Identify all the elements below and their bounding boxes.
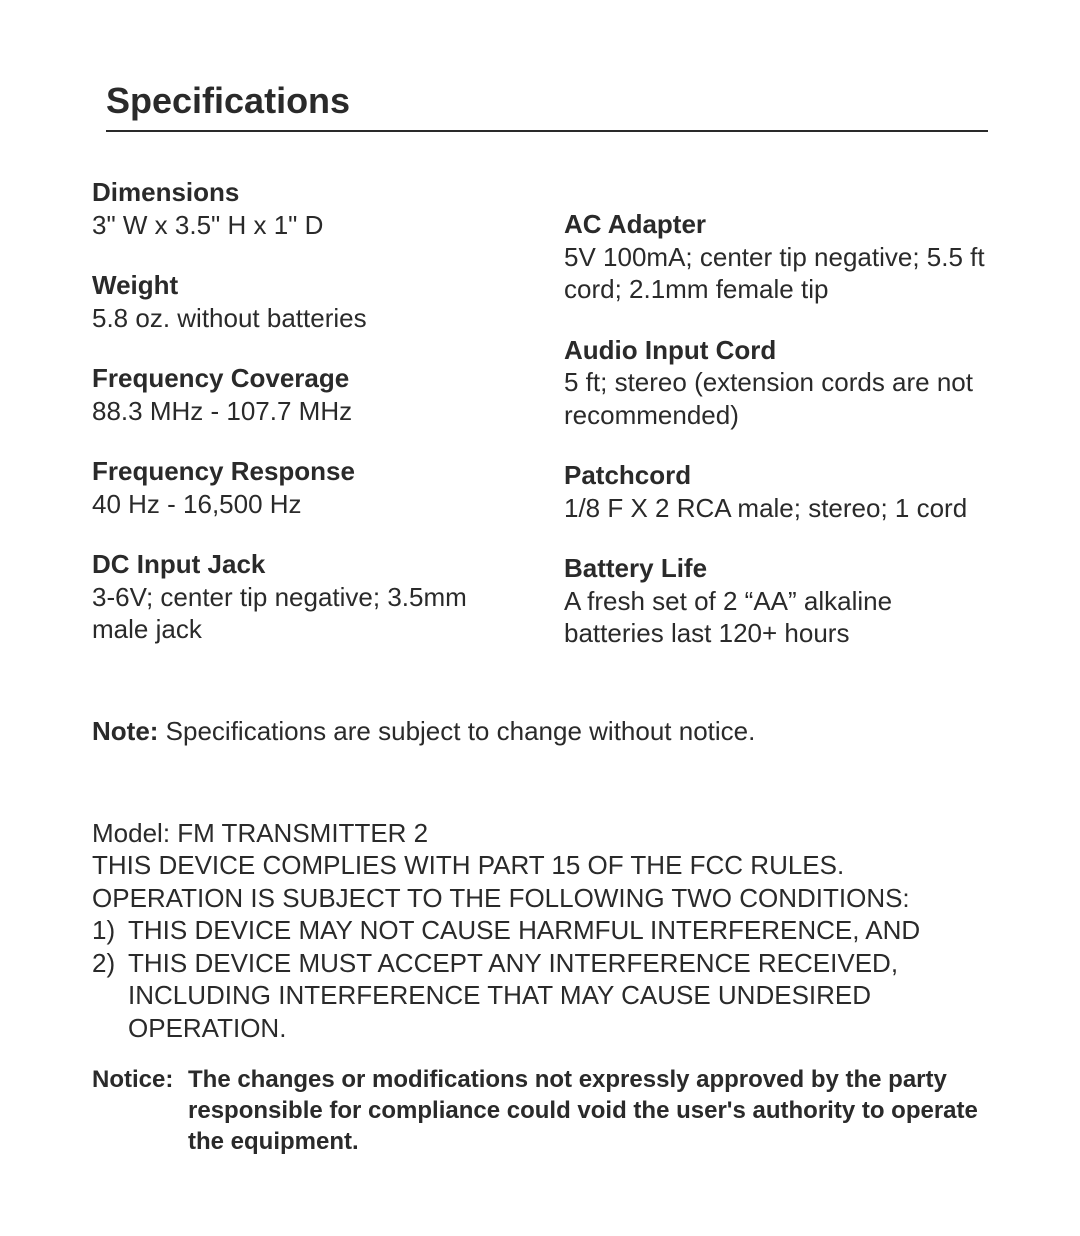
fcc-item-number: 1) [92, 914, 128, 947]
note-text: Specifications are subject to change wit… [158, 716, 755, 746]
spec-item: Dimensions 3" W x 3.5" H x 1" D [92, 176, 516, 241]
spec-label: AC Adapter [564, 208, 988, 241]
spec-value: 1/8 F X 2 RCA male; stereo; 1 cord [564, 492, 988, 525]
spec-item: Audio Input Cord 5 ft; stereo (extension… [564, 334, 988, 432]
spec-label: Frequency Response [92, 455, 516, 488]
note-label: Note: [92, 716, 158, 746]
spec-value: 40 Hz - 16,500 Hz [92, 488, 516, 521]
spec-value: A fresh set of 2 “AA” alkaline batteries… [564, 585, 988, 650]
spec-label: Patchcord [564, 459, 988, 492]
spec-value: 3-6V; center tip negative; 3.5mm male ja… [92, 581, 516, 646]
fcc-list-item: 1) THIS DEVICE MAY NOT CAUSE HARMFUL INT… [92, 914, 988, 947]
model-line: Model: FM TRANSMITTER 2 [92, 817, 988, 850]
spec-item: Weight 5.8 oz. without batteries [92, 269, 516, 334]
spec-value: 5V 100mA; center tip negative; 5.5 ft co… [564, 241, 988, 306]
spec-label: Frequency Coverage [92, 362, 516, 395]
fcc-item-text: THIS DEVICE MAY NOT CAUSE HARMFUL INTERF… [128, 914, 988, 947]
fcc-item-number: 2) [92, 947, 128, 1045]
spec-label: DC Input Jack [92, 548, 516, 581]
spec-label: Battery Life [564, 552, 988, 585]
spec-value: 3" W x 3.5" H x 1" D [92, 209, 516, 242]
spec-item: Frequency Coverage 88.3 MHz - 107.7 MHz [92, 362, 516, 427]
spec-item: Battery Life A fresh set of 2 “AA” alkal… [564, 552, 988, 650]
spec-label: Weight [92, 269, 516, 302]
spec-value: 5.8 oz. without batteries [92, 302, 516, 335]
spec-item: DC Input Jack 3-6V; center tip negative;… [92, 548, 516, 646]
spec-label: Audio Input Cord [564, 334, 988, 367]
spec-item: Frequency Response 40 Hz - 16,500 Hz [92, 455, 516, 520]
right-column: AC Adapter 5V 100mA; center tip negative… [564, 176, 988, 678]
spec-label: Dimensions [92, 176, 516, 209]
fcc-item-text: THIS DEVICE MUST ACCEPT ANY INTERFERENCE… [128, 947, 988, 1045]
fcc-line: OPERATION IS SUBJECT TO THE FOLLOWING TW… [92, 882, 988, 915]
notice-text: The changes or modifications not express… [188, 1064, 988, 1158]
spec-columns: Dimensions 3" W x 3.5" H x 1" D Weight 5… [92, 176, 988, 678]
spec-value: 88.3 MHz - 107.7 MHz [92, 395, 516, 428]
fcc-block: Model: FM TRANSMITTER 2 THIS DEVICE COMP… [92, 817, 988, 1045]
fcc-list-item: 2) THIS DEVICE MUST ACCEPT ANY INTERFERE… [92, 947, 988, 1045]
fcc-line: THIS DEVICE COMPLIES WITH PART 15 OF THE… [92, 849, 988, 882]
fcc-list: 1) THIS DEVICE MAY NOT CAUSE HARMFUL INT… [92, 914, 988, 1044]
left-column: Dimensions 3" W x 3.5" H x 1" D Weight 5… [92, 176, 516, 678]
spec-value: 5 ft; stereo (extension cords are not re… [564, 366, 988, 431]
note: Note: Specifications are subject to chan… [92, 716, 988, 747]
spec-item: Patchcord 1/8 F X 2 RCA male; stereo; 1 … [564, 459, 988, 524]
spec-item: AC Adapter 5V 100mA; center tip negative… [564, 208, 988, 306]
notice-label: Notice: [92, 1064, 188, 1158]
page: Specifications Dimensions 3" W x 3.5" H … [0, 0, 1080, 1236]
section-title: Specifications [106, 80, 988, 132]
notice: Notice: The changes or modifications not… [92, 1064, 988, 1158]
